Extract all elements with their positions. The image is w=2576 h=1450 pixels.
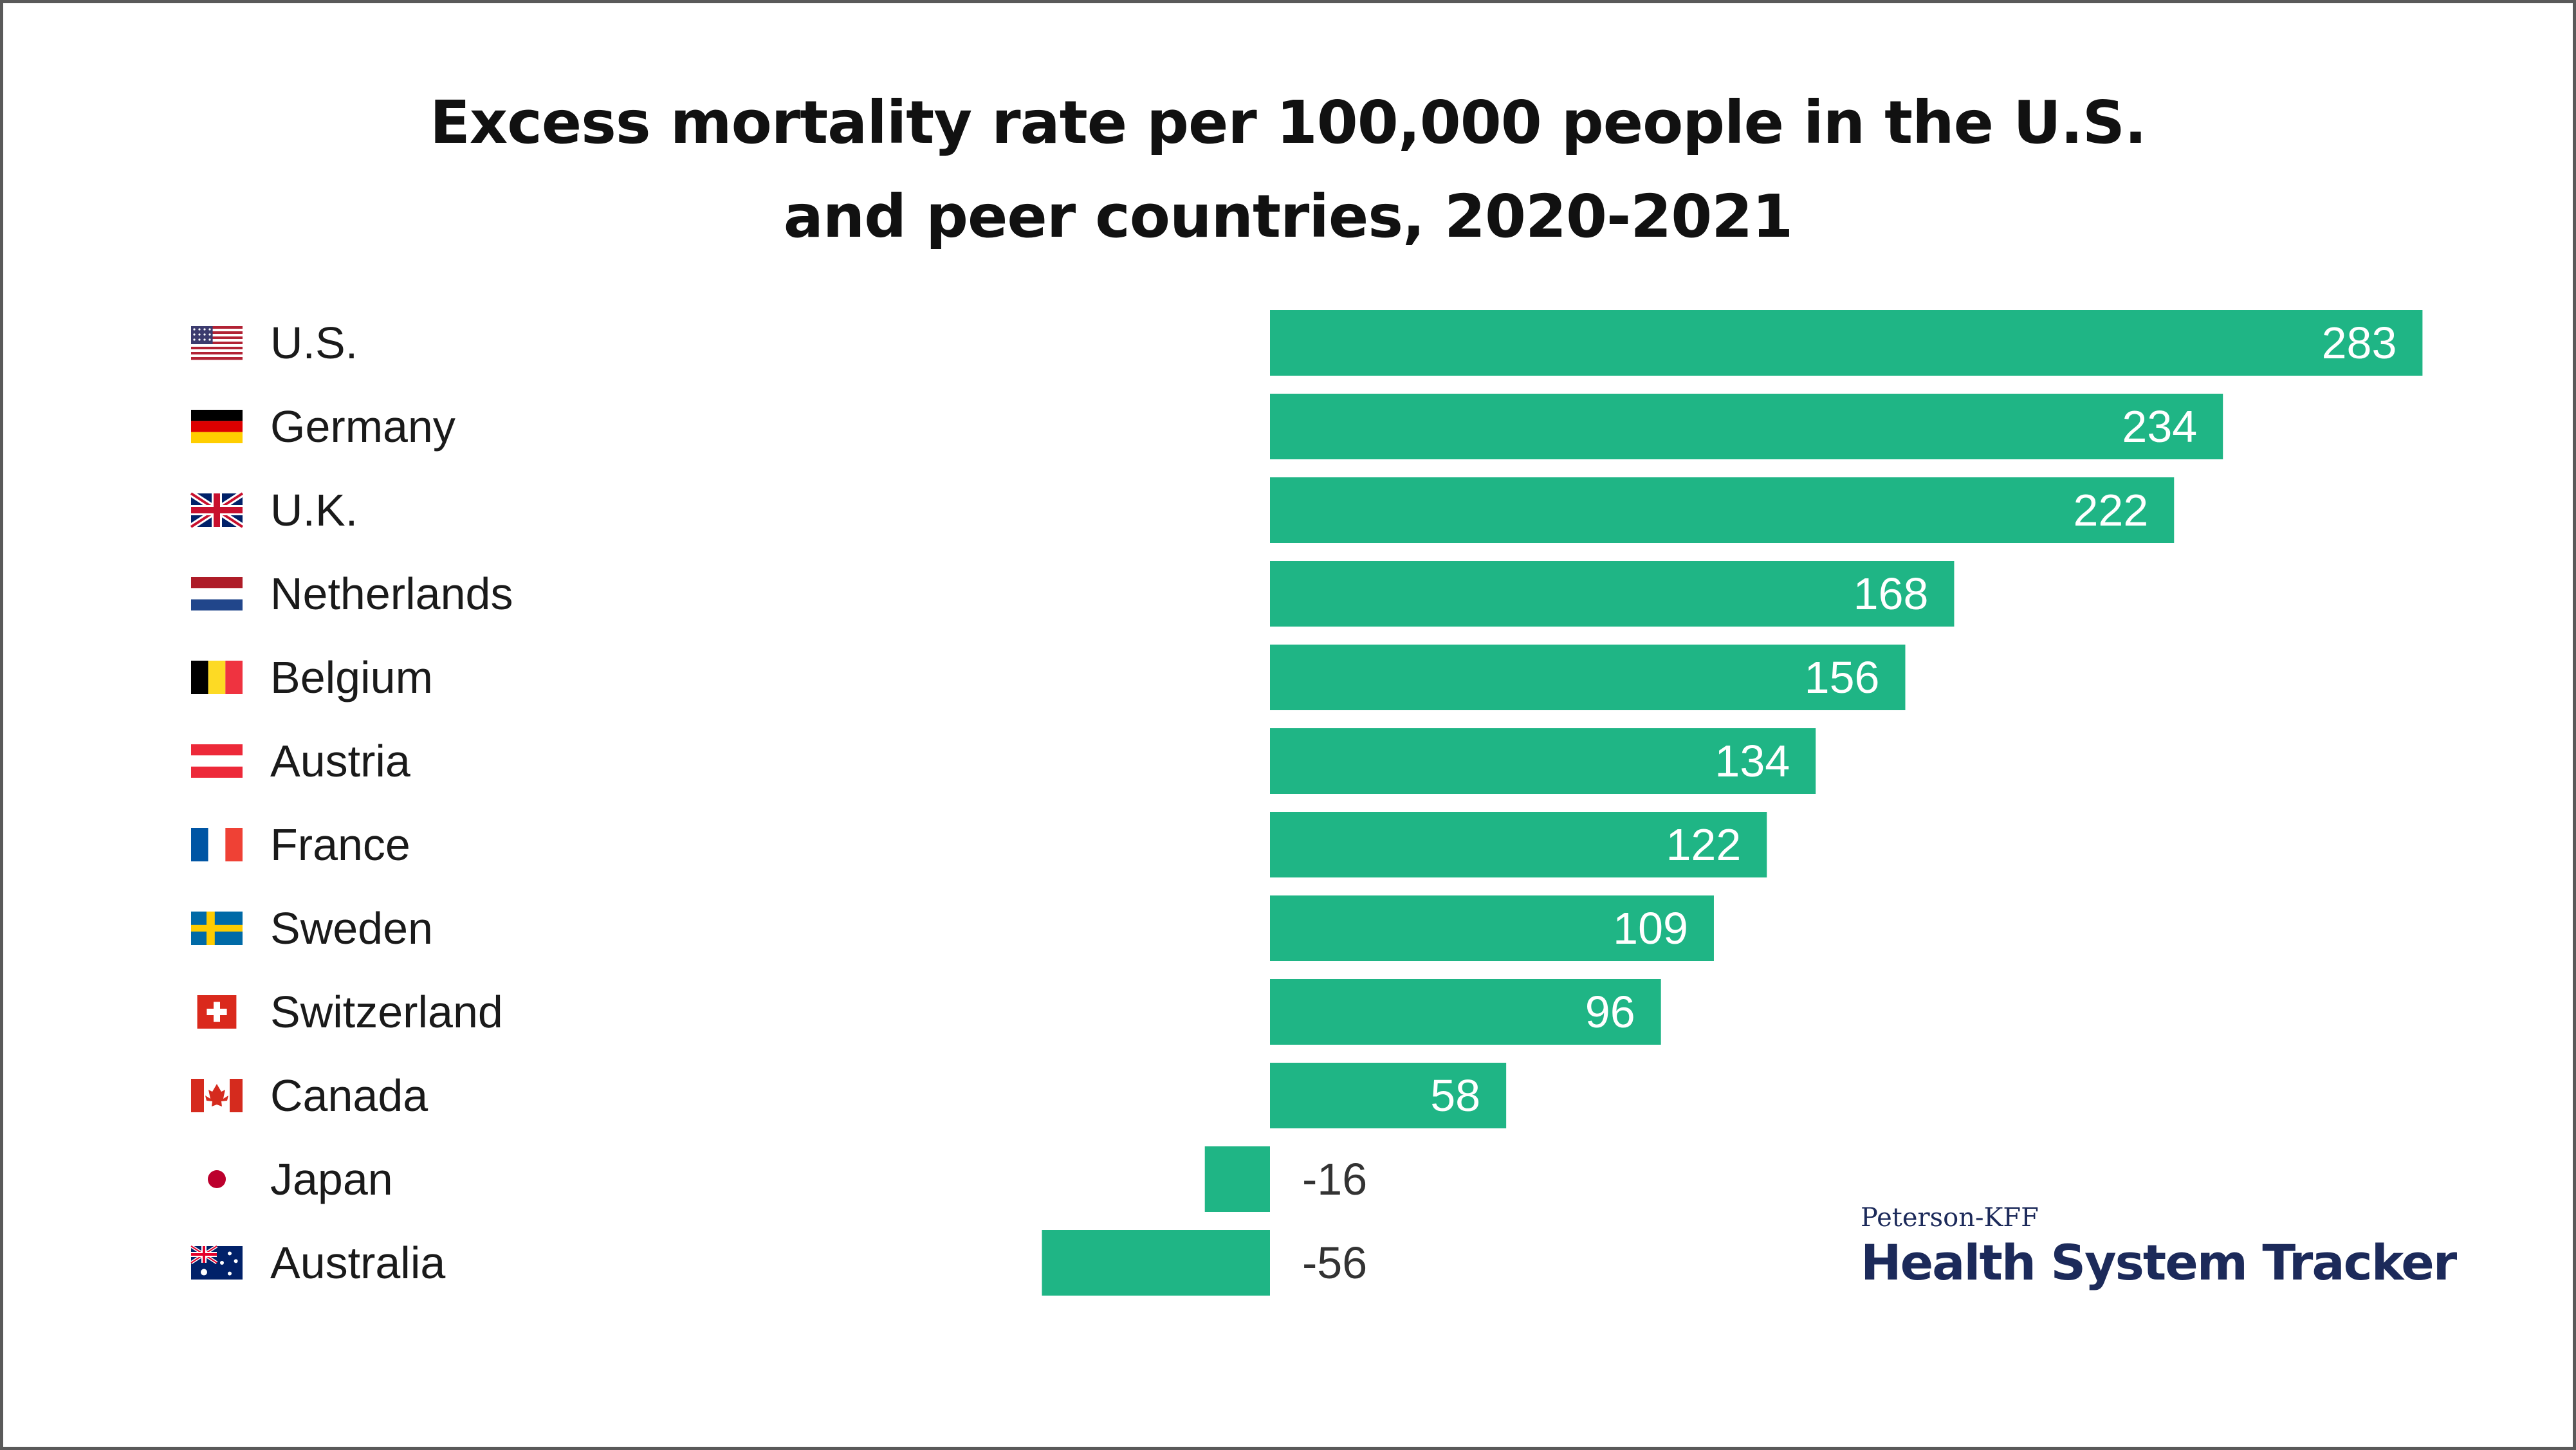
category-label: France xyxy=(270,820,410,870)
category-label: Austria xyxy=(270,736,410,786)
category-label: Switzerland xyxy=(270,987,503,1037)
category-label: Canada xyxy=(270,1070,428,1121)
germany-flag-icon xyxy=(191,410,243,443)
data-label: -16 xyxy=(1302,1154,1367,1204)
bar xyxy=(1270,728,1816,794)
bar xyxy=(1270,979,1661,1045)
peterson-kff-logo: Peterson-KFF Health System Tracker xyxy=(1861,1202,2457,1292)
chart-title-line-2: and peer countries, 2020-2021 xyxy=(783,182,1794,251)
logo-bottom-text: Health System Tracker xyxy=(1861,1234,2457,1291)
data-label: 234 xyxy=(2122,401,2197,452)
sweden-flag-icon xyxy=(191,912,243,945)
bar xyxy=(1270,477,2175,543)
switzerland-flag-icon xyxy=(197,995,237,1029)
netherlands-flag-icon xyxy=(191,577,243,610)
austria-flag-icon xyxy=(191,744,243,778)
bar xyxy=(1270,561,1955,627)
australia-flag-icon xyxy=(190,1244,243,1280)
category-label: U.K. xyxy=(270,485,358,535)
chart-title-line-1: Excess mortality rate per 100,000 people… xyxy=(430,88,2147,157)
data-label: 109 xyxy=(1613,903,1688,953)
data-label: 96 xyxy=(1585,987,1635,1037)
data-label: 134 xyxy=(1715,736,1790,786)
uk-flag-icon xyxy=(189,490,244,530)
category-label: U.S. xyxy=(270,318,358,368)
logo-top-text: Peterson-KFF xyxy=(1861,1203,2039,1233)
category-label: Japan xyxy=(270,1154,393,1204)
bar xyxy=(1270,812,1767,877)
data-label: 222 xyxy=(2073,485,2148,535)
category-label: Australia xyxy=(270,1238,445,1288)
bar xyxy=(1270,394,2223,459)
category-label: Netherlands xyxy=(270,569,513,619)
data-label: 168 xyxy=(1854,569,1929,619)
bar xyxy=(1270,310,2423,376)
category-label: Sweden xyxy=(270,903,433,953)
japan-flag-icon xyxy=(191,1162,243,1196)
bar xyxy=(1270,645,1906,710)
bar xyxy=(1204,1146,1270,1212)
bar xyxy=(1270,1063,1507,1128)
bar xyxy=(1270,895,1714,961)
data-label: 156 xyxy=(1805,652,1880,702)
us-flag-icon xyxy=(191,326,243,360)
category-label: Germany xyxy=(270,401,455,452)
belgium-flag-icon xyxy=(191,661,243,694)
france-flag-icon xyxy=(191,828,243,861)
data-label: 58 xyxy=(1430,1070,1480,1121)
canada-flag-icon xyxy=(191,1079,243,1112)
chart-title: Excess mortality rate per 100,000 people… xyxy=(0,76,2576,264)
data-label: -56 xyxy=(1302,1238,1367,1288)
bar xyxy=(1042,1230,1270,1296)
category-label: Belgium xyxy=(270,652,433,702)
data-label: 283 xyxy=(2322,318,2397,368)
data-label: 122 xyxy=(1666,820,1741,870)
